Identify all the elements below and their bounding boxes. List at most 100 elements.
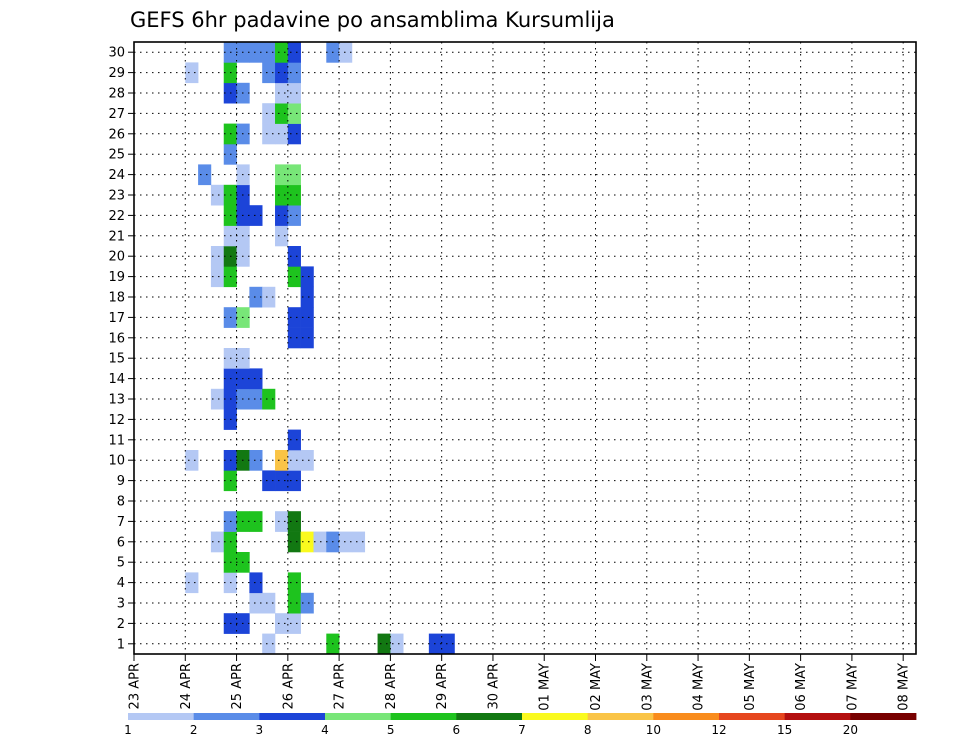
heatmap-cell (249, 450, 263, 471)
heatmap-cell (262, 42, 276, 63)
heatmap-cell (287, 184, 301, 206)
y-tick-label: 18 (108, 291, 125, 306)
heatmap-cell (287, 103, 301, 124)
heatmap-cell (262, 633, 276, 655)
heatmap-cells (185, 42, 455, 655)
legend-label: 20 (843, 723, 858, 737)
legend-swatch (850, 713, 917, 720)
legend-swatch (193, 713, 260, 720)
y-tick-label: 28 (108, 87, 125, 102)
x-axis: 23 APR 24 APR 25 APR 26 APR 27 APR 28 APR 29 A… (128, 654, 912, 711)
legend-label: 2 (190, 723, 198, 737)
heatmap-cell (275, 82, 289, 104)
heatmap-cell (249, 592, 263, 614)
legend-swatch (325, 713, 392, 720)
heatmap-cell (275, 184, 289, 206)
heatmap-cell (275, 225, 289, 247)
heatmap-cell (249, 42, 263, 63)
heatmap-cell (287, 327, 301, 349)
heatmap-cell (210, 388, 225, 410)
y-tick-label: 21 (108, 229, 125, 244)
y-tick-label: 22 (108, 209, 125, 224)
heatmap-cell (287, 572, 301, 594)
heatmap-cell (262, 62, 276, 84)
heatmap-cell (249, 511, 263, 532)
legend-label: 4 (321, 723, 329, 737)
heatmap-cell (287, 592, 301, 614)
y-tick-label: 26 (108, 127, 125, 142)
y-tick-label: 1 (117, 637, 125, 652)
y-tick-label: 15 (108, 352, 125, 367)
y-tick-label: 5 (117, 556, 125, 571)
y-tick-label: 24 (108, 168, 125, 183)
heatmap-cell (275, 511, 289, 532)
legend-label: 10 (646, 723, 661, 737)
x-tick-label: 01 MAY (538, 663, 553, 711)
legend-swatch (719, 713, 786, 720)
heatmap-cell (287, 511, 301, 532)
y-tick-label: 27 (108, 107, 125, 122)
legend-swatch (390, 713, 457, 720)
heatmap-cell (249, 286, 263, 308)
heatmap-cell (287, 123, 301, 145)
heatmap-cell (287, 450, 301, 471)
heatmap-cell (198, 164, 212, 186)
x-tick-label: 06 MAY (794, 663, 809, 711)
heatmap-cell (339, 42, 353, 63)
heatmap-cell (275, 470, 289, 492)
heatmap-cell (287, 82, 301, 104)
y-tick-label: 29 (108, 66, 125, 81)
y-tick-label: 30 (108, 46, 125, 61)
x-tick-label: 30 APR (486, 663, 501, 709)
x-tick-label: 28 APR (384, 663, 399, 709)
x-tick-label: 29 APR (435, 663, 450, 709)
y-tick-label: 9 (117, 474, 125, 489)
y-tick-label: 11 (108, 433, 125, 448)
chart-gridlines (134, 42, 916, 654)
x-tick-label: 02 MAY (589, 663, 604, 711)
legend-label: 3 (256, 723, 264, 737)
x-tick-label: 27 APR (333, 663, 348, 709)
heatmap-cell (287, 266, 301, 288)
heatmap-cell (300, 450, 314, 471)
heatmap-cell (287, 246, 301, 267)
heatmap-cell (300, 286, 314, 308)
legend-swatch (456, 713, 523, 720)
y-tick-label: 17 (108, 311, 125, 326)
heatmap-cell (275, 450, 289, 471)
y-axis: 1234567891011121314151617181920212223242… (108, 46, 134, 652)
heatmap-cell (275, 123, 289, 145)
legend-swatch (784, 713, 851, 720)
heatmap-cell (249, 572, 263, 594)
x-tick-label: 05 MAY (743, 663, 758, 711)
legend-swatch (653, 713, 720, 720)
legend-label: 8 (584, 723, 592, 737)
heatmap-cell (287, 42, 301, 63)
heatmap-cell (441, 633, 455, 655)
heatmap-cell (210, 266, 225, 288)
heatmap-cell (275, 62, 289, 84)
y-tick-label: 3 (117, 597, 125, 612)
y-tick-label: 25 (108, 148, 125, 163)
y-tick-label: 12 (108, 413, 125, 428)
legend-label: 5 (387, 723, 395, 737)
heatmap-cell (262, 592, 276, 614)
heatmap-cell (249, 205, 263, 226)
heatmap-cell (287, 470, 301, 492)
heatmap-cell (287, 164, 301, 186)
heatmap-cell (287, 62, 301, 84)
x-tick-label: 03 MAY (640, 663, 655, 711)
heatmap-cell (210, 184, 225, 206)
y-tick-label: 20 (108, 250, 125, 265)
heatmap-cell (262, 123, 276, 145)
legend-label: 15 (777, 723, 792, 737)
heatmap-cell (300, 307, 314, 328)
heatmap-cell (249, 388, 263, 410)
heatmap-cell (300, 327, 314, 349)
legend-swatch (522, 713, 589, 720)
heatmap-cell (262, 103, 276, 124)
y-tick-label: 13 (108, 393, 125, 408)
legend-label: 6 (453, 723, 461, 737)
y-tick-label: 14 (108, 372, 125, 387)
